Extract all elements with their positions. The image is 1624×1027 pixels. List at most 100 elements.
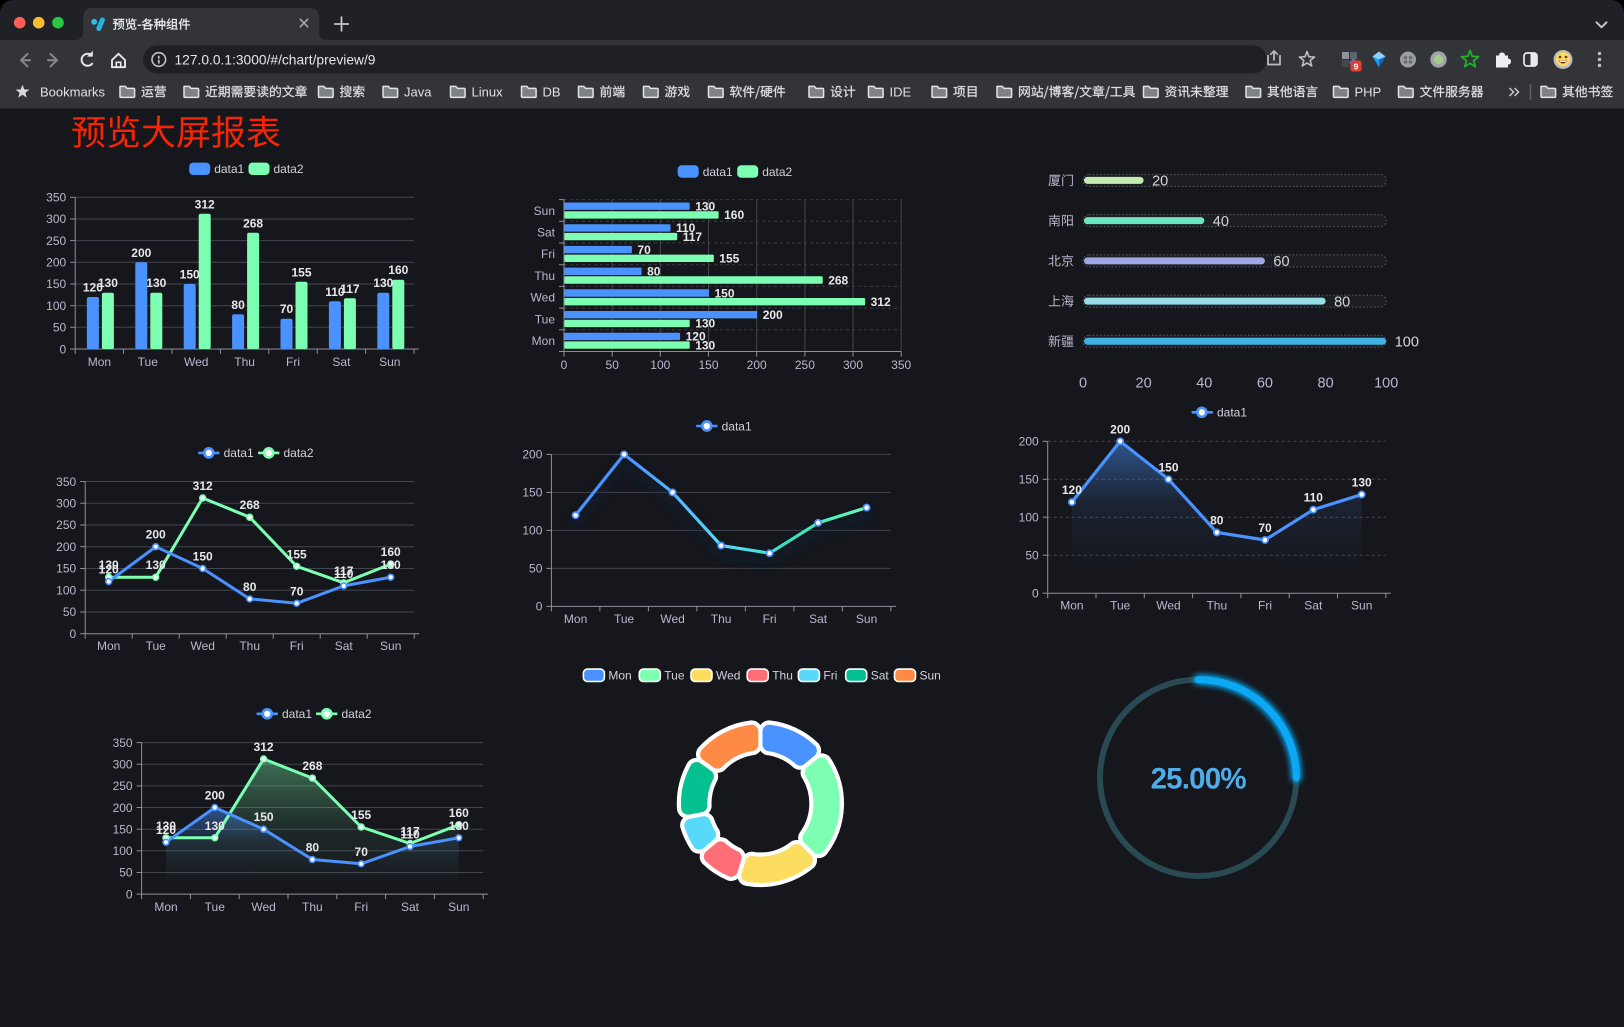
svg-text:Tue: Tue: [664, 669, 685, 683]
svg-text:117: 117: [334, 564, 354, 578]
svg-text:Wed: Wed: [251, 900, 275, 914]
svg-text:130: 130: [449, 819, 469, 833]
svg-text:Wed: Wed: [1156, 599, 1180, 613]
svg-text:9: 9: [1354, 61, 1359, 71]
svg-text:312: 312: [193, 479, 213, 493]
svg-text:50: 50: [53, 321, 67, 335]
svg-text:300: 300: [56, 497, 76, 511]
svg-text:Mon: Mon: [88, 355, 111, 369]
svg-text:80: 80: [306, 841, 320, 855]
svg-text:130: 130: [695, 317, 715, 331]
svg-text:127.0.0.1:3000/#/chart/preview: 127.0.0.1:3000/#/chart/preview/9: [175, 52, 376, 67]
svg-text:200: 200: [113, 801, 133, 815]
svg-text:350: 350: [113, 736, 133, 750]
svg-text:Mon: Mon: [154, 900, 177, 914]
svg-text:100: 100: [56, 584, 76, 598]
svg-text:110: 110: [400, 828, 420, 842]
svg-text:Wed: Wed: [716, 669, 740, 683]
svg-text:0: 0: [60, 342, 67, 356]
svg-text:70: 70: [1258, 521, 1272, 535]
svg-text:60: 60: [1273, 254, 1289, 270]
svg-text:100: 100: [113, 844, 133, 858]
svg-text:Thu: Thu: [772, 669, 793, 683]
svg-text:Mon: Mon: [564, 612, 587, 626]
svg-text:data2: data2: [274, 162, 304, 176]
svg-text:130: 130: [1352, 476, 1372, 490]
svg-text:Sun: Sun: [856, 612, 877, 626]
svg-text:117: 117: [400, 825, 420, 839]
svg-text:60: 60: [1257, 376, 1273, 392]
svg-text:80: 80: [1318, 376, 1334, 392]
svg-text:200: 200: [763, 308, 783, 322]
svg-text:100: 100: [1374, 376, 1398, 392]
svg-text:120: 120: [156, 823, 176, 837]
svg-text:300: 300: [843, 358, 863, 372]
svg-text:200: 200: [1019, 435, 1039, 449]
svg-text:Thu: Thu: [239, 639, 260, 653]
svg-text:120: 120: [83, 281, 103, 295]
svg-text:20: 20: [1152, 174, 1168, 190]
svg-text:350: 350: [46, 191, 66, 205]
svg-text:155: 155: [719, 252, 739, 266]
svg-text:200: 200: [56, 540, 76, 554]
svg-text:Fri: Fri: [541, 247, 555, 261]
svg-text:0: 0: [536, 600, 543, 614]
svg-text:0: 0: [1032, 587, 1039, 601]
svg-text:120: 120: [99, 563, 119, 577]
svg-text:50: 50: [63, 605, 77, 619]
svg-text:250: 250: [56, 518, 76, 532]
svg-text:268: 268: [828, 273, 848, 287]
svg-text:50: 50: [529, 562, 543, 576]
svg-text:80: 80: [1210, 513, 1224, 527]
svg-text:130: 130: [99, 558, 119, 572]
svg-text:IDE: IDE: [890, 85, 912, 100]
svg-text:200: 200: [205, 789, 225, 803]
svg-text:117: 117: [340, 282, 360, 296]
svg-text:Sun: Sun: [379, 355, 400, 369]
svg-text:120: 120: [1062, 483, 1082, 497]
svg-text:Fri: Fri: [286, 355, 300, 369]
svg-text:110: 110: [1304, 491, 1324, 505]
svg-text:130: 130: [98, 276, 118, 290]
svg-text:250: 250: [113, 779, 133, 793]
svg-text:150: 150: [522, 486, 542, 500]
svg-text:160: 160: [388, 263, 408, 277]
svg-text:200: 200: [46, 256, 66, 270]
svg-text:50: 50: [119, 866, 133, 880]
svg-text:80: 80: [647, 265, 661, 279]
svg-text:Sat: Sat: [537, 225, 556, 239]
svg-text:Sat: Sat: [809, 612, 828, 626]
svg-text:70: 70: [355, 845, 369, 859]
svg-text:Sat: Sat: [401, 900, 420, 914]
svg-text:150: 150: [56, 562, 76, 576]
svg-text:160: 160: [381, 545, 401, 559]
svg-text:150: 150: [1019, 473, 1039, 487]
svg-text:80: 80: [231, 298, 245, 312]
svg-text:150: 150: [193, 550, 213, 564]
svg-text:200: 200: [747, 358, 767, 372]
svg-text:110: 110: [676, 221, 696, 235]
svg-text:Fri: Fri: [1258, 599, 1272, 613]
svg-text:Tue: Tue: [146, 639, 167, 653]
svg-text:Tue: Tue: [614, 612, 635, 626]
svg-text:50: 50: [606, 358, 620, 372]
svg-text:250: 250: [46, 234, 66, 248]
svg-text:Bookmarks: Bookmarks: [40, 85, 106, 100]
svg-text:20: 20: [1136, 376, 1152, 392]
svg-text:data2: data2: [342, 707, 372, 721]
svg-text:150: 150: [46, 277, 66, 291]
svg-text:Thu: Thu: [711, 612, 732, 626]
svg-text:PHP: PHP: [1355, 85, 1382, 100]
svg-text:0: 0: [561, 358, 568, 372]
svg-text:80: 80: [243, 580, 257, 594]
svg-text:Fri: Fri: [290, 639, 304, 653]
svg-text:Thu: Thu: [234, 355, 255, 369]
svg-text:312: 312: [195, 197, 215, 211]
svg-text:100: 100: [650, 358, 670, 372]
svg-text:Tue: Tue: [1110, 599, 1131, 613]
svg-text:70: 70: [280, 302, 294, 316]
svg-text:Java: Java: [404, 85, 432, 100]
svg-text:150: 150: [1158, 460, 1178, 474]
svg-text:0: 0: [126, 887, 133, 901]
svg-text:80: 80: [1334, 294, 1350, 310]
